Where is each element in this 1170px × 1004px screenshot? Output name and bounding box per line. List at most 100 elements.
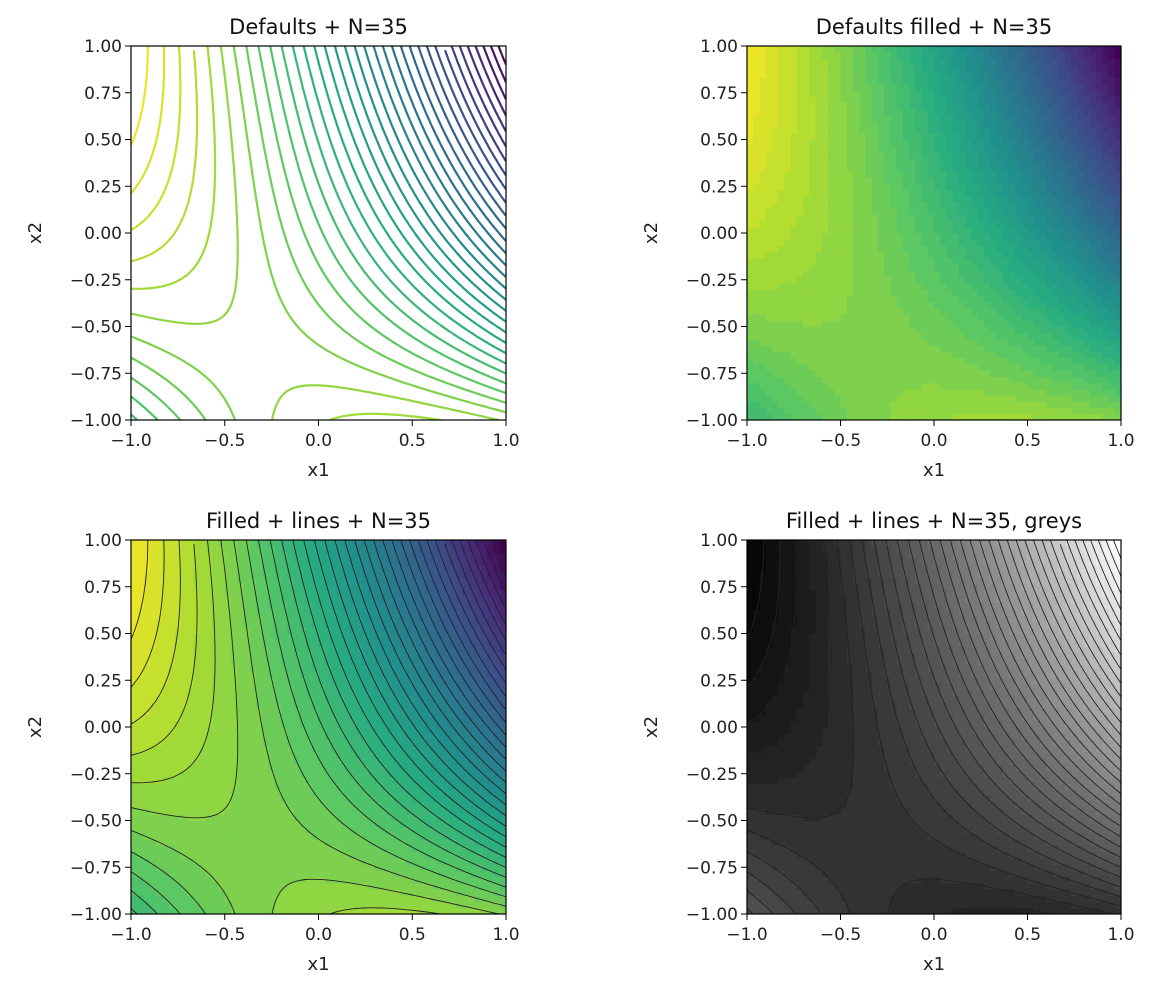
contour-fill-cell (965, 382, 972, 390)
contour-fill-cell (1064, 127, 1072, 134)
contour-fill-cell (803, 270, 810, 278)
contour-fill-cell (231, 808, 238, 815)
contour-fill-cell (747, 114, 754, 122)
contour-fill-cell (1021, 158, 1029, 166)
contour-fill-cell (940, 388, 948, 396)
contour-fill-cell (896, 245, 904, 253)
contour-fill-cell (1096, 251, 1103, 259)
contour-fill-cell (231, 864, 238, 871)
contour-fill-cell (143, 546, 151, 554)
contour-fill-cell (753, 64, 761, 72)
contour-fill-cell (1083, 326, 1091, 334)
contour-fill-cell (952, 208, 960, 215)
contour-fill-cell (1083, 139, 1091, 147)
contour-fill-cell (1071, 58, 1078, 66)
contour-fill-cell (890, 127, 898, 134)
contour-fill-cell (1039, 64, 1047, 72)
contour-fill-cell (174, 745, 182, 753)
contour-fill-cell (915, 133, 923, 141)
contour-fill-cell (865, 264, 873, 271)
contour-fill-cell (871, 276, 879, 284)
contour-fill-cell (983, 239, 991, 247)
contour-fill-cell (1033, 239, 1041, 247)
contour-fill-cell (884, 64, 891, 72)
contour-fill-cell (983, 46, 991, 53)
contour-fill-cell (1039, 95, 1047, 103)
contour-fill-cell (1077, 345, 1085, 353)
contour-fill-cell (902, 208, 910, 215)
contour-fill-cell (224, 664, 232, 672)
contour-fill-cell (1021, 289, 1029, 296)
contour-fill-cell (1027, 108, 1035, 116)
contour-fill-cell (996, 388, 1004, 396)
contour-fill-cell (1058, 220, 1066, 228)
contour-fill-cell (778, 270, 785, 278)
contour-fill-cell (168, 652, 176, 660)
contour-fill-cell (1108, 89, 1116, 97)
contour-fill-cell (218, 571, 226, 578)
contour-fill-cell (828, 108, 835, 116)
contour-fill-cell (871, 338, 879, 346)
contour-fill-cell (1114, 77, 1121, 84)
contour-fill-cell (759, 151, 767, 159)
contour-fill-cell (162, 589, 170, 597)
contour-fill-cell (852, 133, 860, 141)
contour-fill-cell (156, 583, 163, 591)
contour-fill-cell (1064, 195, 1072, 203)
contour-fill-cell (753, 370, 761, 377)
contour-fill-cell (187, 677, 195, 684)
contour-fill-cell (199, 845, 207, 853)
contour-fill-cell (884, 70, 891, 78)
contour-fill-cell (759, 220, 767, 228)
contour-fill-cell (199, 652, 207, 660)
contour-fill-cell (156, 546, 163, 554)
contour-fill-cell (884, 332, 891, 340)
contour-fill-cell (828, 295, 835, 303)
contour-fill-cell (199, 826, 207, 834)
contour-line (131, 46, 506, 420)
contour-fill-cell (1089, 233, 1097, 240)
contour-fill-cell (965, 395, 972, 402)
contour-fill-cell (846, 127, 854, 134)
contour-fill-cell (1102, 264, 1110, 271)
contour-fill-cell (946, 208, 954, 215)
contour-fill-cell (859, 332, 867, 340)
contour-fill-cell (815, 133, 823, 141)
contour-fill-cell (884, 245, 891, 253)
contour-fill-cell (996, 64, 1004, 72)
contour-fill-cell (237, 801, 245, 809)
contour-fill-cell (1027, 251, 1035, 259)
contour-fill-cell (778, 314, 785, 321)
contour-fill-cell (1046, 183, 1054, 190)
contour-fill-cell (996, 226, 1004, 234)
contour-line (131, 46, 149, 146)
contour-fill-cell (1102, 270, 1110, 278)
contour-fill-cell (896, 413, 904, 420)
contour-fill-cell (174, 708, 182, 716)
contour-fill-cell (1039, 401, 1047, 409)
contour-fill-cell (790, 351, 798, 359)
contour-fill-cell (1002, 46, 1010, 53)
contour-fill-cell (1002, 351, 1010, 359)
contour-fill-cell (1114, 208, 1121, 215)
contour-fill-cell (977, 52, 985, 60)
contour-fill-cell (971, 270, 979, 278)
contour-fill-cell (840, 226, 848, 234)
contour-fill-cell (784, 114, 792, 122)
contour-fill-cell (1064, 120, 1072, 128)
contour-fill-cell (187, 870, 195, 878)
contour-fill-cell (131, 695, 138, 703)
contour-fill-cell (212, 658, 220, 666)
contour-fill-cell (871, 226, 879, 234)
contour-fill-cell (996, 351, 1004, 359)
contour-fill-cell (168, 614, 176, 622)
contour-fill-cell (1096, 133, 1103, 141)
contour-fill-cell (778, 176, 785, 184)
contour-fill-cell (940, 332, 948, 340)
contour-fill-cell (1033, 326, 1041, 334)
contour-fill-cell (977, 95, 985, 103)
contour-line (466, 46, 506, 132)
contour-fill-cell (765, 52, 773, 60)
contour-fill-cell (915, 145, 923, 153)
contour-fill-cell (865, 170, 873, 178)
